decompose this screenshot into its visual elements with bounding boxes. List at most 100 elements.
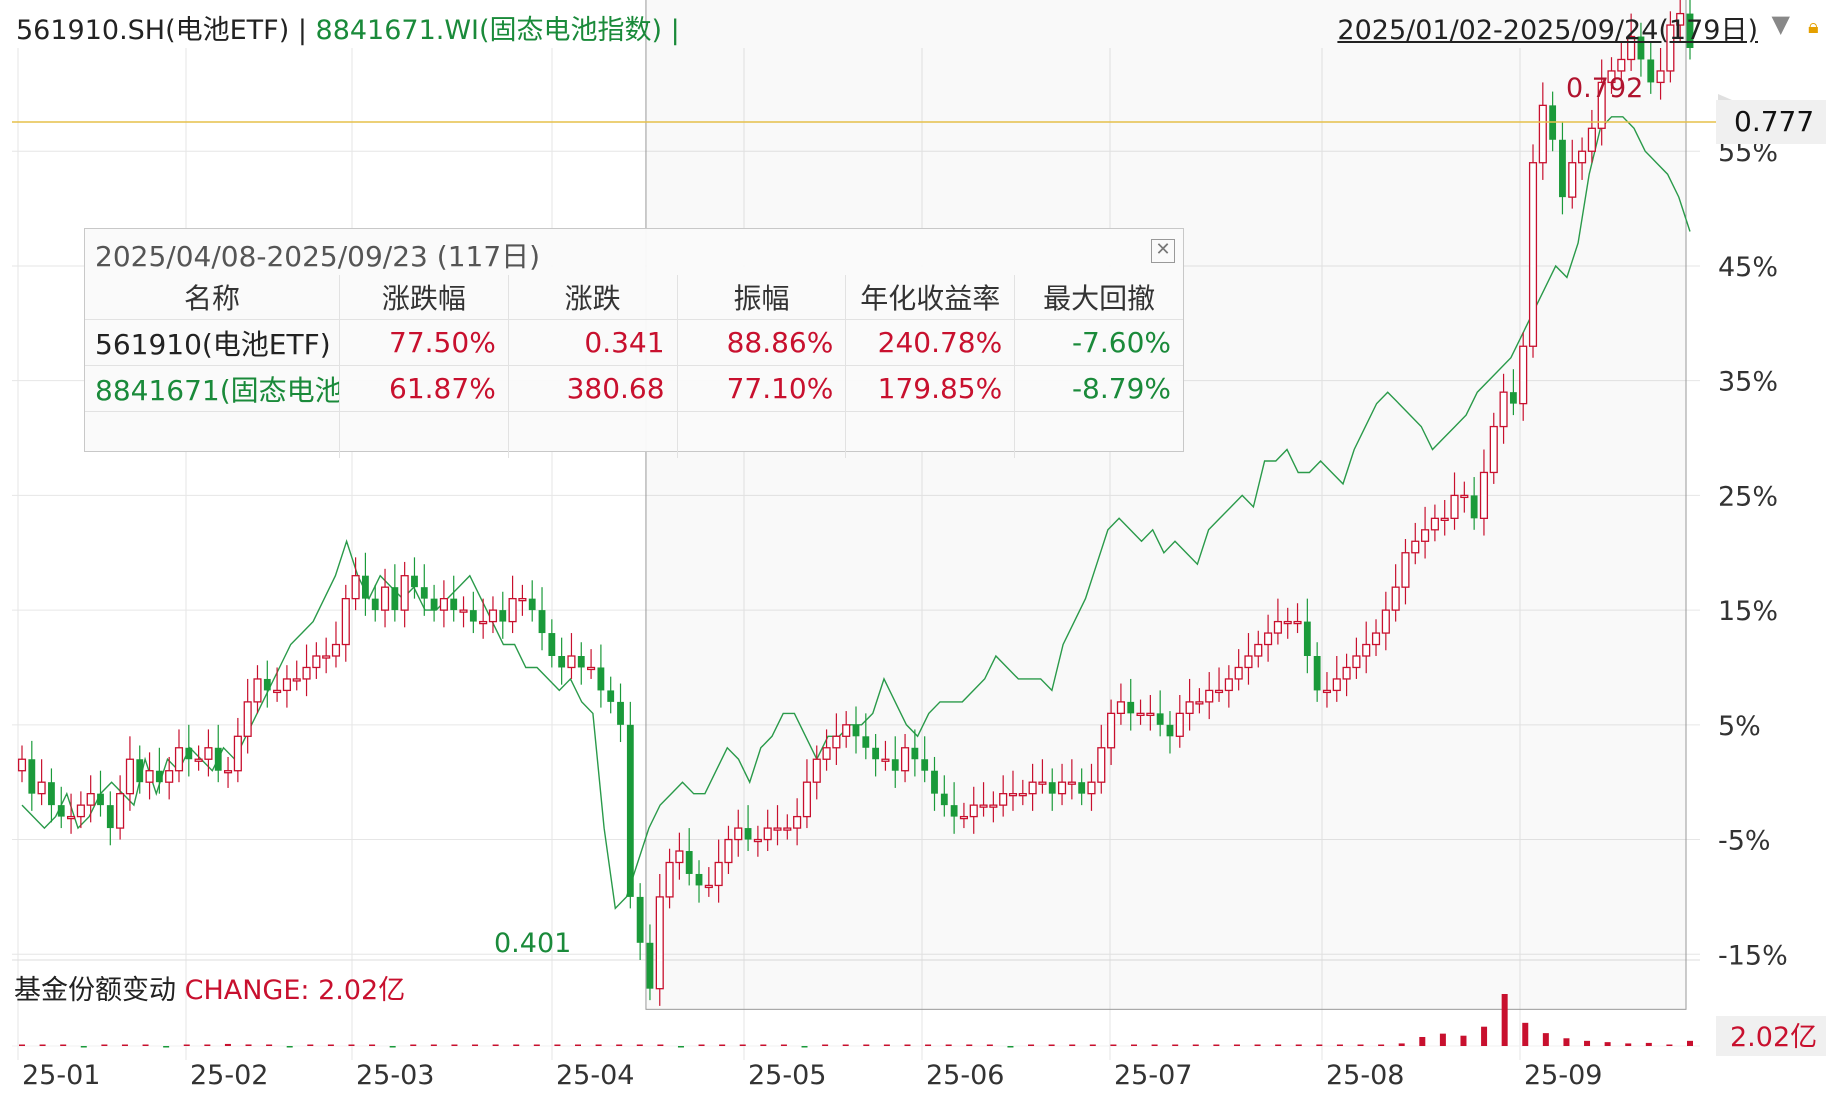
selection-box[interactable] [645, 0, 1687, 1010]
price-tag-box [1716, 100, 1826, 144]
x-tick-label: 25-02 [190, 1060, 268, 1091]
candle-body [783, 827, 792, 831]
y-tick-label: 25% [1718, 481, 1778, 512]
candle-body [371, 598, 379, 611]
y-tick-label: 15% [1718, 596, 1778, 627]
share-bar [801, 1046, 808, 1048]
candle-body [872, 747, 880, 760]
close-icon[interactable]: ✕ [1151, 239, 1175, 263]
candle-body [1097, 747, 1106, 783]
candle-body [1136, 712, 1145, 717]
share-bar [575, 1044, 581, 1046]
candle-body [1342, 666, 1351, 680]
candle-body [646, 942, 654, 989]
candle-body [587, 666, 596, 671]
candle-body [322, 655, 331, 659]
col-header: 年化收益率 [845, 275, 1016, 320]
candle-body [1450, 494, 1459, 519]
candle-body [174, 747, 184, 772]
candle-body [1146, 712, 1155, 717]
share-bar [1378, 1044, 1385, 1046]
col-header: 涨跌幅 [339, 275, 509, 320]
y-tick-label: 45% [1718, 252, 1778, 283]
share-bar [1604, 1042, 1611, 1046]
share-bar [245, 1044, 252, 1046]
chart-header: 561910.SH(电池ETF) | 8841671.WI(固态电池指数) | [16, 8, 680, 47]
x-tick-label: 25-04 [556, 1060, 634, 1091]
share-bar [822, 1044, 829, 1046]
candle-body [155, 770, 163, 783]
candle-body [292, 678, 301, 682]
share-bar [1542, 1033, 1549, 1046]
col-header: 最大回撤 [1014, 275, 1183, 320]
popup-title: 2025/04/08-2025/09/23 (117日) [95, 240, 541, 273]
candle-body [450, 598, 458, 611]
symbol-etf[interactable]: 561910.SH(电池ETF) [16, 15, 290, 46]
table-header-row: 名称 涨跌幅 涨跌 振幅 年化收益率 最大回撤 [85, 275, 1183, 320]
candle-body [1283, 620, 1292, 625]
share-bar [554, 1044, 561, 1046]
row-change-pct: 61.87% [339, 365, 509, 412]
candle-body [1411, 540, 1420, 554]
date-range[interactable]: 2025/01/02-2025/09/24(179日) [1337, 15, 1758, 46]
chevron-down-icon[interactable]: ▼ [1771, 10, 1790, 38]
candle-body [86, 793, 95, 806]
candle-body [950, 805, 958, 817]
share-bar [1357, 1044, 1364, 1046]
candle-body [1509, 392, 1517, 404]
share-bar [80, 1046, 87, 1048]
candle-body [1479, 471, 1489, 519]
table-row[interactable]: 561910(电池ETF) 77.50% 0.341 88.86% 240.78… [85, 319, 1183, 366]
share-bar [780, 1044, 787, 1046]
candle-body [331, 643, 341, 657]
share-bar [595, 1044, 602, 1046]
row-annual: 179.85% [845, 365, 1016, 412]
share-bar [1048, 1044, 1055, 1046]
candle-body [832, 735, 841, 749]
candle-body [1607, 70, 1616, 84]
candle-body [1293, 620, 1302, 625]
row-name: 8841671(固态电池指数) [85, 365, 340, 412]
share-bar [327, 1044, 334, 1046]
share-bar [348, 1044, 355, 1046]
candle-body [499, 610, 507, 622]
candle-body [488, 609, 498, 623]
candle-body [1528, 162, 1538, 347]
candle-body [538, 610, 546, 634]
candle-body [999, 793, 1008, 806]
candle-body [940, 793, 948, 806]
share-bar [1151, 1044, 1158, 1046]
candle-body [1656, 70, 1665, 84]
candle-body [439, 597, 448, 611]
candle-body [1568, 162, 1577, 198]
table-row[interactable]: 8841671(固态电池指数) 61.87% 380.68 77.10% 179… [85, 365, 1183, 412]
candle-body [1224, 678, 1233, 692]
candle-body [1637, 36, 1645, 60]
row-drawdown: -7.60% [1014, 319, 1183, 366]
share-bar [986, 1044, 993, 1046]
candle-body [1078, 782, 1086, 794]
share-bar [677, 1046, 684, 1048]
candle-body [911, 747, 919, 760]
candle-body [558, 656, 566, 668]
y-tick-label: -15% [1718, 940, 1788, 971]
share-bar [1666, 1044, 1673, 1046]
candle-body [243, 701, 252, 737]
share-bar [1295, 1044, 1302, 1046]
candle-body [1244, 655, 1253, 669]
candle-body [194, 758, 203, 762]
share-bar [1419, 1036, 1426, 1046]
lock-icon[interactable]: 🔒︎ [1808, 14, 1819, 38]
share-bar [925, 1044, 932, 1046]
candle-body [28, 759, 36, 794]
candle-body [1087, 781, 1096, 795]
share-bar [842, 1044, 849, 1046]
candle-body [891, 759, 899, 771]
symbol-index[interactable]: 8841671.WI(固态电池指数) [315, 15, 663, 46]
candle-body [695, 873, 703, 886]
candle-body [685, 851, 693, 874]
candle-body [273, 689, 282, 694]
x-tick-label: 25-08 [1326, 1060, 1404, 1091]
row-amplitude: 77.10% [677, 365, 847, 412]
